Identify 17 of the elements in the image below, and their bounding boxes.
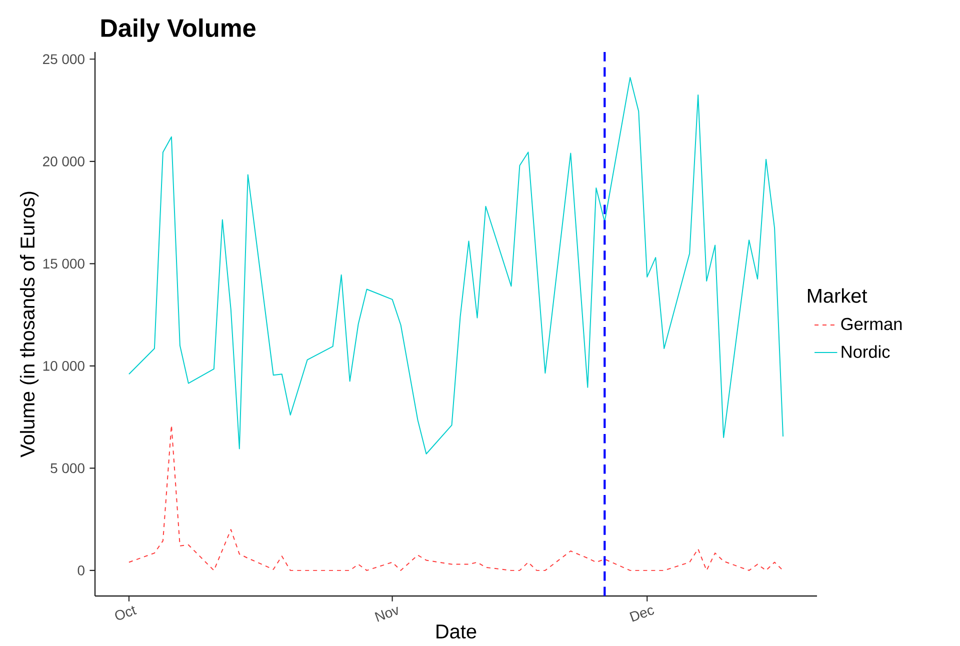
x-tick-label: Oct [115,606,137,620]
y-tick-label: 5 000 [50,463,84,474]
x-axis-title: Date [436,624,476,639]
line-series [128,77,784,454]
legend-label: German [841,318,902,330]
y-tick-label: 25 000 [43,54,84,64]
line-series [128,424,784,571]
y-tick-label: 10 000 [43,360,84,371]
x-tick-label: Dec [630,607,654,622]
legend-label: Nordic [842,345,890,358]
chart-title: Daily Volume [101,18,256,42]
y-tick-label: 0 [78,566,84,576]
y-axis-title: Volume (in thosands of Euros) [20,192,39,458]
legend-title: Market [808,288,868,303]
y-tick-label: 20 000 [43,156,84,166]
y-tick-label: 15 000 [43,258,84,269]
x-tick-label: Nov [374,606,398,622]
